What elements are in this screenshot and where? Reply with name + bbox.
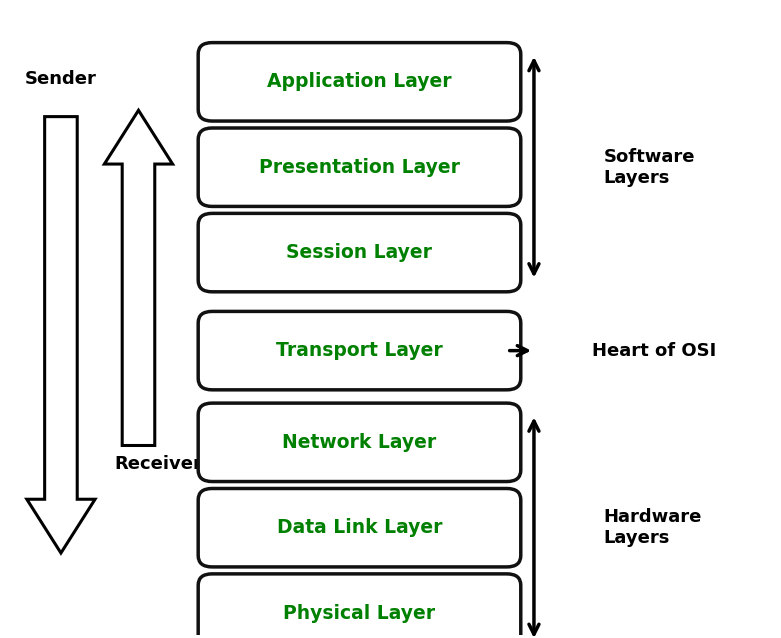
Text: Transport Layer: Transport Layer [276,341,443,360]
Text: Presentation Layer: Presentation Layer [259,158,460,177]
Text: Software
Layers: Software Layers [604,148,695,186]
FancyBboxPatch shape [198,311,521,390]
Text: Hardware
Layers: Hardware Layers [604,508,702,547]
Text: Physical Layer: Physical Layer [284,604,436,623]
FancyBboxPatch shape [198,574,521,638]
Polygon shape [105,110,173,445]
Text: Application Layer: Application Layer [267,72,451,91]
Text: Data Link Layer: Data Link Layer [276,518,442,537]
Polygon shape [27,117,95,553]
FancyBboxPatch shape [198,128,521,207]
Text: Network Layer: Network Layer [283,433,437,452]
FancyBboxPatch shape [198,489,521,567]
Text: Receiver: Receiver [114,455,201,473]
FancyBboxPatch shape [198,43,521,121]
Text: Session Layer: Session Layer [287,243,433,262]
Text: Sender: Sender [25,70,97,88]
Text: Heart of OSI: Heart of OSI [592,341,716,360]
FancyBboxPatch shape [198,403,521,482]
FancyBboxPatch shape [198,213,521,292]
